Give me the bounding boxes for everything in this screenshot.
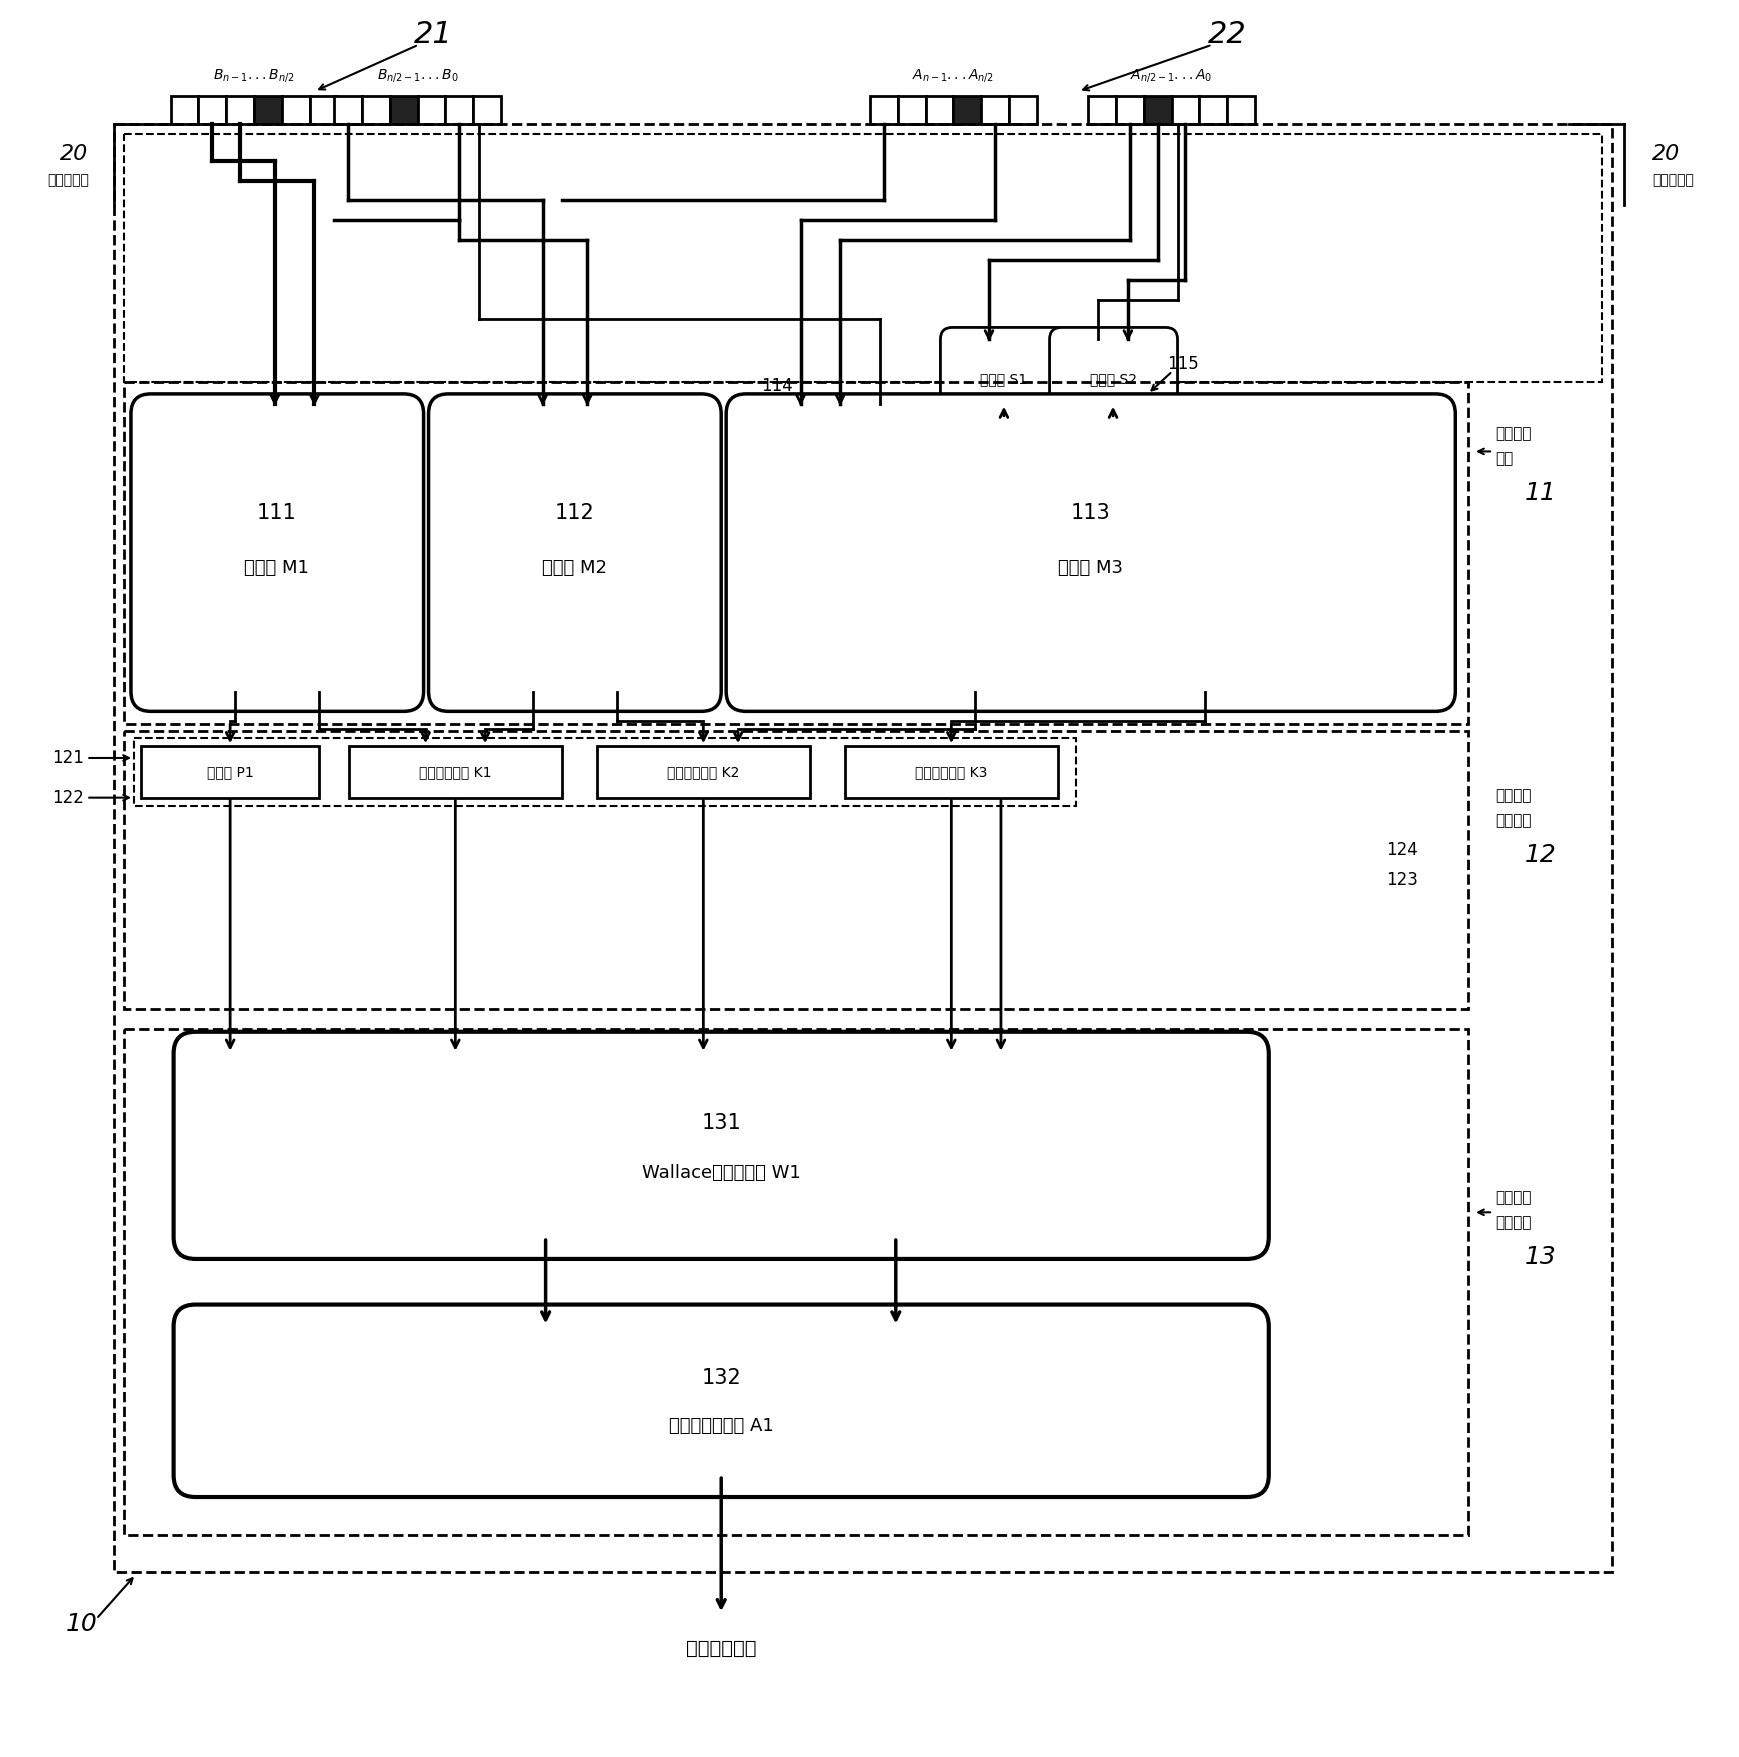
- Text: 运算模块: 运算模块: [1494, 1214, 1530, 1230]
- FancyBboxPatch shape: [130, 394, 423, 712]
- Bar: [198, 97, 226, 125]
- Bar: [1009, 97, 1036, 125]
- Text: $A_{n/2-1}...A_0$: $A_{n/2-1}...A_0$: [1130, 67, 1212, 84]
- Text: 最终结果送出: 最终结果送出: [685, 1639, 756, 1659]
- Bar: [1087, 97, 1115, 125]
- Text: 减法器 S2: 减法器 S2: [1089, 372, 1136, 387]
- Text: 124: 124: [1384, 842, 1417, 859]
- Text: 22: 22: [1207, 21, 1245, 49]
- Bar: [362, 97, 390, 125]
- Bar: [123, 1030, 1468, 1534]
- Text: 115: 115: [1167, 355, 1198, 372]
- Bar: [282, 97, 310, 125]
- Text: 20: 20: [61, 144, 89, 163]
- Text: 10: 10: [66, 1611, 97, 1636]
- FancyBboxPatch shape: [939, 327, 1068, 430]
- Text: 112: 112: [555, 503, 595, 524]
- Text: 123: 123: [1384, 871, 1417, 889]
- FancyBboxPatch shape: [428, 394, 720, 712]
- Bar: [596, 747, 810, 798]
- Bar: [417, 97, 445, 125]
- FancyBboxPatch shape: [725, 394, 1454, 712]
- Text: 输入寄存器: 输入寄存器: [1652, 174, 1694, 188]
- FancyBboxPatch shape: [174, 1031, 1268, 1260]
- Bar: [123, 134, 1602, 381]
- Text: 最终求和加法器 A1: 最终求和加法器 A1: [668, 1416, 774, 1435]
- Bar: [123, 731, 1468, 1009]
- Bar: [845, 747, 1057, 798]
- Text: $B_{n/2-1}...B_0$: $B_{n/2-1}...B_0$: [377, 67, 457, 84]
- Text: 符号位扩展器 K2: 符号位扩展器 K2: [666, 764, 739, 778]
- Text: $B_{n-1}...B_{n/2}$: $B_{n-1}...B_{n/2}$: [214, 67, 294, 84]
- Text: 乘法运算: 乘法运算: [1494, 427, 1530, 441]
- Text: 132: 132: [701, 1369, 741, 1388]
- Text: Wallace树型压缩器 W1: Wallace树型压缩器 W1: [642, 1163, 800, 1182]
- Text: 乘法器 M2: 乘法器 M2: [541, 559, 607, 576]
- FancyBboxPatch shape: [174, 1304, 1268, 1497]
- Bar: [141, 747, 320, 798]
- Bar: [1198, 97, 1226, 125]
- Bar: [1170, 97, 1198, 125]
- Text: 中间数据: 中间数据: [1494, 789, 1530, 803]
- Text: 减法器 S1: 减法器 S1: [979, 372, 1028, 387]
- Text: 乘法器 M1: 乘法器 M1: [243, 559, 310, 576]
- Text: $A_{n-1}...A_{n/2}$: $A_{n-1}...A_{n/2}$: [911, 67, 993, 84]
- Bar: [390, 97, 417, 125]
- Bar: [1115, 97, 1143, 125]
- Bar: [350, 747, 562, 798]
- Bar: [473, 97, 501, 125]
- Text: 111: 111: [257, 503, 296, 524]
- FancyBboxPatch shape: [1049, 327, 1177, 430]
- Text: 加法求和: 加法求和: [1494, 1189, 1530, 1205]
- Text: 114: 114: [760, 378, 793, 395]
- Text: 21: 21: [414, 21, 452, 49]
- Bar: [115, 125, 1610, 1573]
- Text: 乘法器 M3: 乘法器 M3: [1057, 559, 1122, 576]
- Bar: [226, 97, 254, 125]
- Bar: [897, 97, 925, 125]
- Bar: [1226, 97, 1254, 125]
- Text: 131: 131: [701, 1112, 741, 1133]
- Bar: [981, 97, 1009, 125]
- Text: 符号位扩展器 K1: 符号位扩展器 K1: [419, 764, 492, 778]
- Text: 113: 113: [1069, 503, 1109, 524]
- Bar: [123, 381, 1468, 724]
- Bar: [925, 97, 953, 125]
- Text: 121: 121: [52, 748, 83, 768]
- Bar: [134, 738, 1076, 806]
- Bar: [953, 97, 981, 125]
- Bar: [445, 97, 473, 125]
- Text: 处理模块: 处理模块: [1494, 813, 1530, 828]
- Bar: [1143, 97, 1170, 125]
- Bar: [310, 97, 337, 125]
- Text: 11: 11: [1523, 481, 1556, 504]
- Text: 模块: 模块: [1494, 452, 1513, 466]
- Bar: [170, 97, 198, 125]
- Text: 输入寄存器: 输入寄存器: [47, 174, 89, 188]
- Text: 122: 122: [52, 789, 83, 806]
- Text: 符号位扩展器 K3: 符号位扩展器 K3: [915, 764, 988, 778]
- Text: 13: 13: [1523, 1246, 1556, 1269]
- Bar: [870, 97, 897, 125]
- Text: 拼接器 P1: 拼接器 P1: [207, 764, 254, 778]
- Bar: [254, 97, 282, 125]
- Text: 12: 12: [1523, 843, 1556, 868]
- Text: 20: 20: [1650, 144, 1678, 163]
- Bar: [334, 97, 362, 125]
